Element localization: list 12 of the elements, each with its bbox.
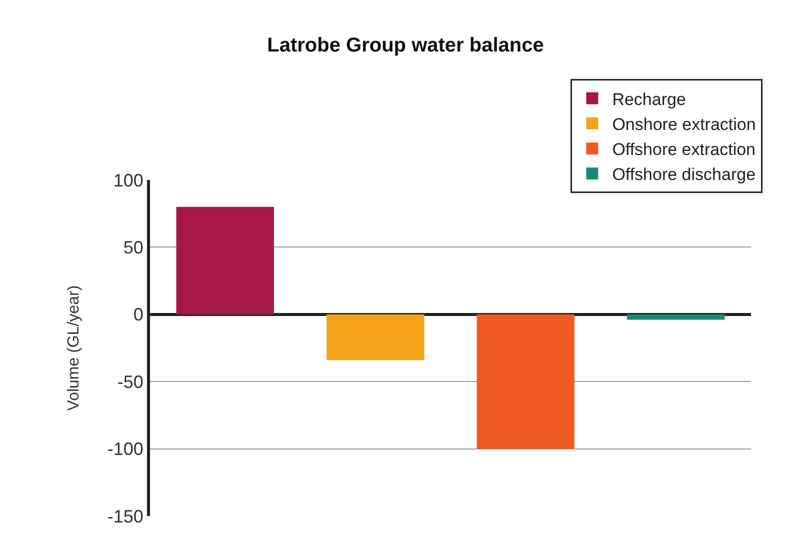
legend-label: Recharge — [612, 90, 686, 109]
legend-label: Offshore discharge — [612, 165, 756, 184]
y-tick-label: -150 — [107, 506, 144, 526]
y-tick-label: 0 — [133, 304, 144, 325]
legend-label: Offshore extraction — [612, 140, 756, 160]
chart-title: Latrobe Group water balance — [267, 34, 544, 57]
y-tick-label: -50 — [117, 372, 144, 392]
y-tick-label: 100 — [113, 170, 144, 190]
y-tick-label: -100 — [107, 439, 144, 460]
y-axis-title: Volume (GL/year) — [65, 285, 82, 411]
legend-label: Onshore extraction — [612, 114, 756, 134]
y-tick-label: 50 — [123, 238, 144, 258]
